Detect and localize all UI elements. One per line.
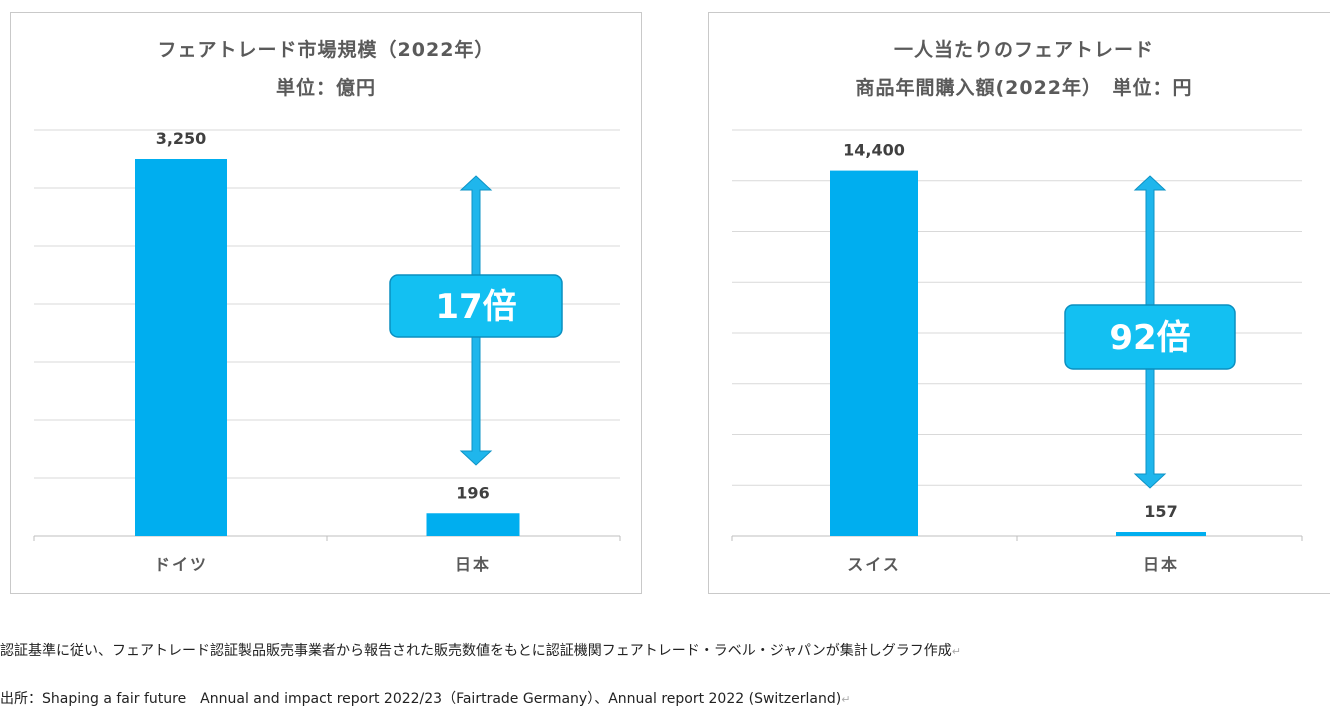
footnote-method: 認証基準に従い、フェアトレード認証製品販売事業者から報告された販売数値をもとに認… [0, 640, 961, 660]
return-mark-icon: ↵ [841, 693, 851, 706]
bar [1116, 532, 1206, 536]
data-label: 157 [1144, 502, 1177, 521]
bar-chart-per-capita: 14,400 スイス 157 日本 92倍 [731, 129, 1303, 574]
bar [135, 159, 227, 536]
data-label: 196 [456, 483, 489, 502]
category-label: スイス [847, 555, 901, 574]
category-label: ドイツ [154, 555, 208, 574]
data-label: 14,400 [843, 141, 905, 160]
data-label: 3,250 [156, 129, 207, 148]
chart-title: 一人当たりのフェアトレード [893, 39, 1154, 61]
footnote-method-text: 認証基準に従い、フェアトレード認証製品販売事業者から報告された販売数値をもとに認… [0, 643, 952, 659]
chart-panel-per-capita: 一人当たりのフェアトレード 商品年間購入額(2022年） 単位：円 14,400… [708, 12, 1330, 594]
ratio-callout-box [1064, 304, 1236, 370]
chart-subtitle: 単位：億円 [275, 77, 376, 99]
bar-chart-market-size: 3,250 ドイツ 196 日本 17倍 [33, 129, 621, 574]
category-label: 日本 [1143, 555, 1179, 574]
chart-title: フェアトレード市場規模（2022年） [157, 39, 495, 61]
ratio-callout-box [389, 274, 563, 338]
footnote-source-text: 出所：Shaping a fair future Annual and impa… [0, 691, 842, 707]
chart-panel-market-size: フェアトレード市場規模（2022年） 単位：億円 3,250 ドイツ 196 日本 17… [10, 12, 642, 594]
ratio-callout-label: 17倍 [435, 287, 516, 327]
category-label: 日本 [455, 555, 491, 574]
return-mark-icon: ↵ [951, 645, 961, 658]
ratio-callout-label: 92倍 [1109, 318, 1190, 358]
bar [426, 513, 520, 536]
chart-subtitle: 商品年間購入額(2022年） 単位：円 [855, 77, 1193, 99]
bar [830, 170, 918, 536]
footnote-source: 出所：Shaping a fair future Annual and impa… [0, 688, 850, 708]
